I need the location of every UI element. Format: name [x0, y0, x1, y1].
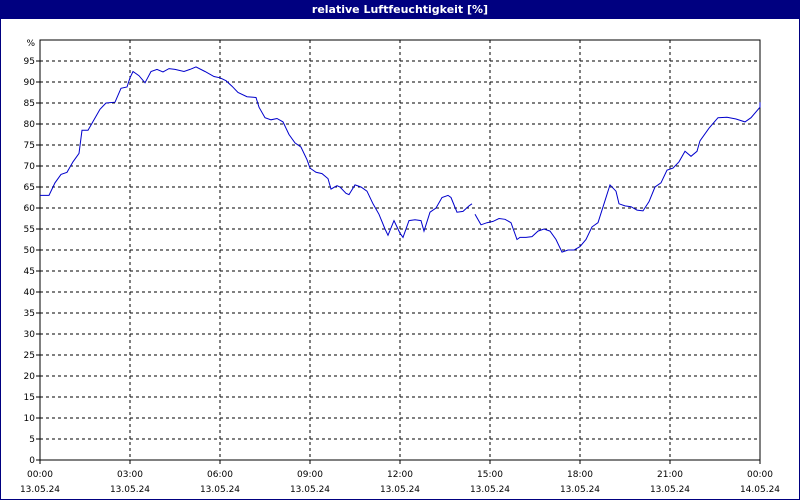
y-tick-label: 20 — [24, 372, 36, 382]
humidity-line-segment — [474, 102, 761, 253]
x-tick-date: 14.05.24 — [740, 485, 780, 495]
grid — [40, 40, 760, 460]
y-tick-label: 5 — [29, 435, 35, 445]
y-tick-label: 80 — [24, 120, 36, 130]
x-tick-date: 13.05.24 — [110, 485, 150, 495]
x-tick-date: 13.05.24 — [200, 485, 240, 495]
x-tick-date: 13.05.24 — [20, 485, 60, 495]
x-tick-date: 13.05.24 — [470, 485, 510, 495]
x-tick-date: 13.05.24 — [380, 485, 420, 495]
y-tick-label: 95 — [24, 57, 35, 67]
y-tick-label: 10 — [24, 414, 36, 424]
x-tick-labels: 00:00 13.05.24 03:00 13.05.24 06:00 13.05.24 0… — [20, 470, 780, 495]
x-tick-time: 00:00 — [747, 470, 773, 480]
x-tick-time: 15:00 — [477, 470, 503, 480]
axes — [36, 39, 761, 464]
x-tick-date: 13.05.24 — [650, 485, 690, 495]
y-tick-label: 25 — [24, 351, 35, 361]
humidity-line-segment — [40, 66, 473, 239]
y-tick-label: 15 — [24, 393, 35, 403]
y-tick-label: 40 — [24, 288, 36, 298]
y-tick-label: 0 — [29, 456, 35, 466]
y-tick-label: 70 — [24, 162, 36, 172]
x-tick-time: 03:00 — [117, 470, 143, 480]
y-tick-labels: 0 5 10 15 20 25 30 35 40 45 50 55 60 65 70 75 80 85 90 95% — [24, 39, 36, 466]
x-tick-time: 09:00 — [297, 470, 323, 480]
x-tick-time: 18:00 — [567, 470, 593, 480]
y-tick-label: 35 — [24, 309, 35, 319]
x-tick-time: 00:00 — [27, 470, 53, 480]
y-tick-label: 65 — [24, 183, 35, 193]
y-tick-label: 85 — [24, 99, 35, 109]
y-tick-label: 90 — [24, 78, 36, 88]
plot-area — [40, 66, 761, 253]
x-tick-time: 21:00 — [657, 470, 683, 480]
y-tick-label: 30 — [24, 330, 36, 340]
y-tick-label: 75 — [24, 141, 35, 151]
y-tick-label: 50 — [24, 246, 36, 256]
y-tick-label: 45 — [24, 267, 35, 277]
y-tick-label: 60 — [24, 204, 36, 214]
y-tick-label: 55 — [24, 225, 35, 235]
x-tick-date: 13.05.24 — [560, 485, 600, 495]
y-axis-unit: % — [26, 39, 35, 49]
x-tick-time: 12:00 — [387, 470, 413, 480]
chart-title: relative Luftfeuchtigkeit [%] — [0, 0, 800, 19]
x-tick-date: 13.05.24 — [290, 485, 330, 495]
x-tick-time: 06:00 — [207, 470, 233, 480]
